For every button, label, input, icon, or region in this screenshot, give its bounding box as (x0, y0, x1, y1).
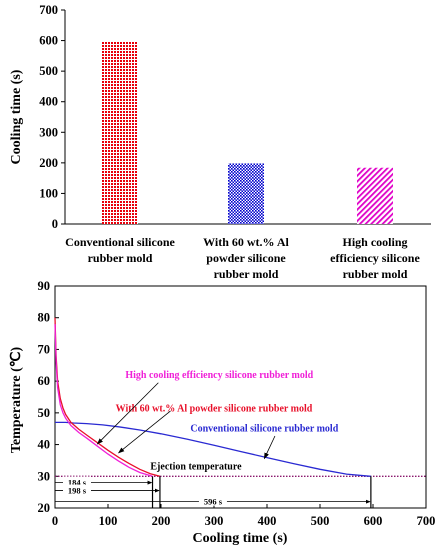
bar-1 (102, 41, 138, 225)
line-y-tick-label: 20 (38, 501, 51, 515)
bar-y-tick-label: 600 (39, 34, 58, 48)
line-x-tick-label: 400 (258, 514, 277, 528)
line-x-tick-label: 0 (52, 514, 58, 528)
marker-label: 184 s (68, 478, 87, 488)
bar-category-label: High cooling efficiency silicone rubber mo… (330, 235, 420, 281)
series-line-1 (55, 421, 371, 477)
bar-category-label: With 60 wt.% Al powder silicone rubber mol… (203, 235, 289, 281)
bar-y-tick-label: 400 (39, 95, 58, 109)
bar-y-axis-label: Cooling time (s) (9, 69, 24, 164)
bar-y-tick-label: 300 (39, 125, 58, 139)
line-y-tick-label: 50 (38, 406, 51, 420)
ejection-temperature-label: Ejection temperature (150, 461, 242, 472)
series-label-arrow (263, 435, 276, 460)
series-label-1: Conventional silicone rubber mold (190, 423, 338, 434)
line-x-tick-label: 700 (417, 514, 436, 528)
line-x-tick-label: 500 (311, 514, 330, 528)
bar-3 (357, 167, 393, 224)
line-plot-frame (54, 285, 427, 509)
line-y-tick-label: 90 (38, 279, 51, 293)
series-label-3: High cooling efficiency silicone rubber … (125, 370, 313, 381)
bar-y-tick-label: 0 (52, 217, 58, 231)
marker-label-bg (63, 476, 91, 487)
bar-2 (228, 163, 264, 224)
line-y-tick-label: 80 (38, 311, 51, 325)
bar-y-tick-label: 100 (39, 186, 58, 200)
series-line-3 (54, 324, 153, 477)
line-y-tick-label: 40 (38, 438, 51, 452)
line-y-tick-label: 30 (38, 469, 51, 483)
bar-y-tick-label: 500 (39, 64, 58, 78)
marker-label-bg (63, 484, 91, 495)
line-x-tick-label: 600 (364, 514, 383, 528)
line-x-tick-label: 200 (152, 514, 171, 528)
line-y-tick-label: 60 (38, 374, 51, 388)
line-x-tick-label: 100 (99, 514, 118, 528)
bar-y-tick-label: 700 (39, 3, 58, 17)
line-y-axis-label: Temperature (℃) (9, 347, 24, 454)
series-label-arrow (96, 382, 159, 445)
bar-category-label: Conventional silicone rubber mold (65, 235, 175, 265)
bar-chart: 0 100 200 300 400 500 600 700 Conventional sili… (9, 3, 431, 281)
marker-label: 198 s (68, 486, 87, 496)
series-line-2 (54, 317, 161, 477)
marker-label-bg (198, 495, 227, 506)
series-label-2: With 60 wt.% Al powder silicone rubber m… (116, 403, 313, 414)
line-x-axis-label: Cooling time (s) (193, 531, 288, 546)
marker-label: 596 s (204, 497, 223, 507)
line-y-tick-label: 70 (38, 342, 51, 356)
bar-y-tick-label: 200 (39, 156, 58, 170)
series-label-arrow (117, 410, 171, 454)
line-x-tick-label: 300 (205, 514, 224, 528)
